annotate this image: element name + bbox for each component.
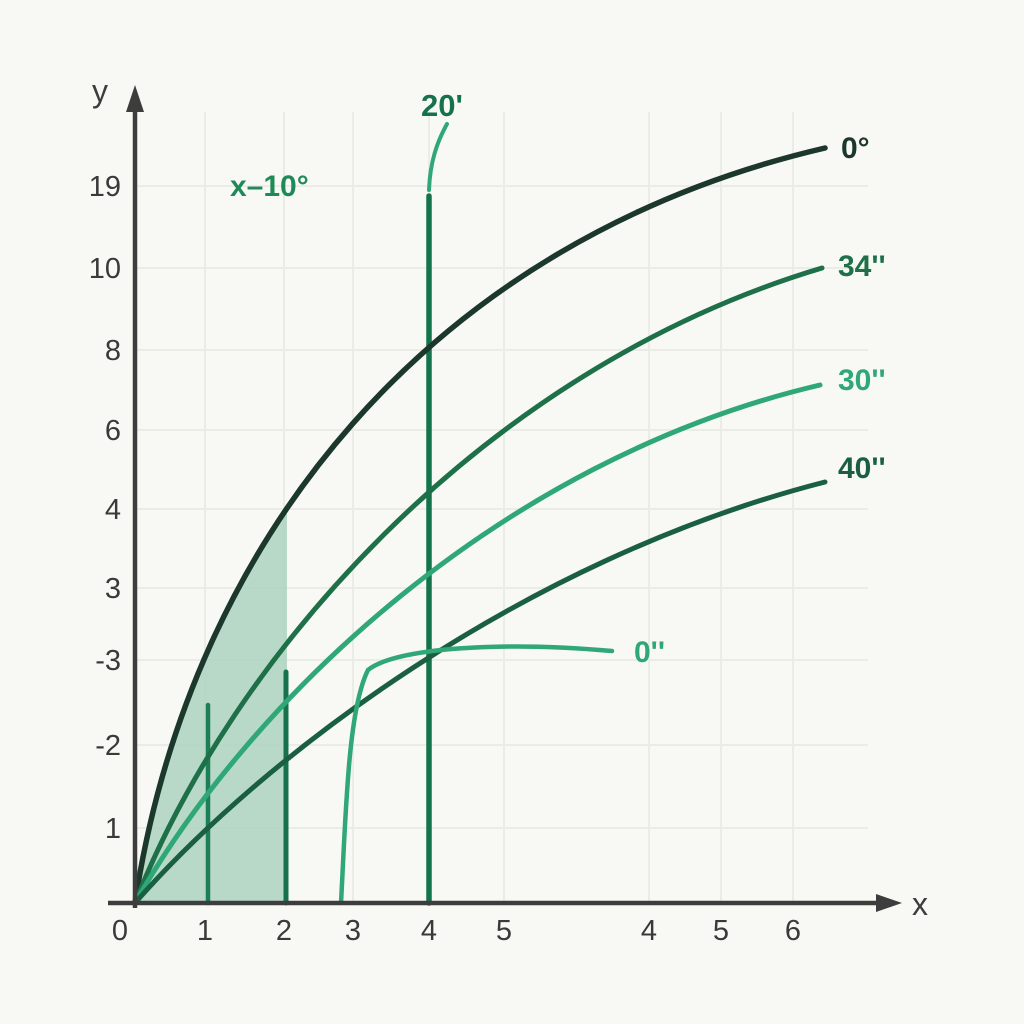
shaded-region [135,507,287,903]
y-tick-label-3: 6 [105,415,121,447]
y-tick-label-2: 8 [105,335,121,367]
y-tick-label-7: -2 [95,730,121,762]
curve-label-40sec: 40'' [838,452,886,485]
y-tick-label-0: 19 [89,171,121,203]
y-tick-label-8: 1 [105,813,121,845]
curve-0deg [132,145,828,906]
y-axis-arrow [126,85,144,112]
x-tick-label-3: 3 [345,915,361,947]
curve-0sec [338,644,615,906]
y-tick-label-1: 10 [89,253,121,285]
curve-label-0sec: 0'' [634,636,665,669]
annotation-x-minus-10: x–10° [230,170,309,203]
curve-label-30sec: 30'' [838,364,886,397]
x-tick-label-8: 6 [785,915,801,947]
y-tick-label-5: 3 [105,573,121,605]
x-tick-label-5: 5 [496,915,512,947]
y-tick-label-6: -3 [95,645,121,677]
x-tick-label-4: 4 [421,915,437,947]
curve-40sec [132,479,828,906]
y-tick-label-4: 4 [105,494,121,526]
x-tick-label-7: 5 [713,915,729,947]
curve-34sec [132,265,825,906]
x-tick-label-0: 0 [112,915,128,947]
annotation-x-axis-label: x [912,886,928,922]
annotation-20-min: 20' [421,88,463,123]
x-tick-label-2: 2 [276,915,292,947]
label-20-tail [427,122,449,192]
curve-30sec [132,382,823,906]
annotation-y-axis-label: y [92,73,108,109]
curve-label-34sec: 34'' [838,250,886,283]
curve-label-0deg: 0° [841,132,870,165]
x-tick-label-1: 1 [197,915,213,947]
x-axis-arrow [876,894,902,912]
x-tick-label-6: 4 [641,915,657,947]
